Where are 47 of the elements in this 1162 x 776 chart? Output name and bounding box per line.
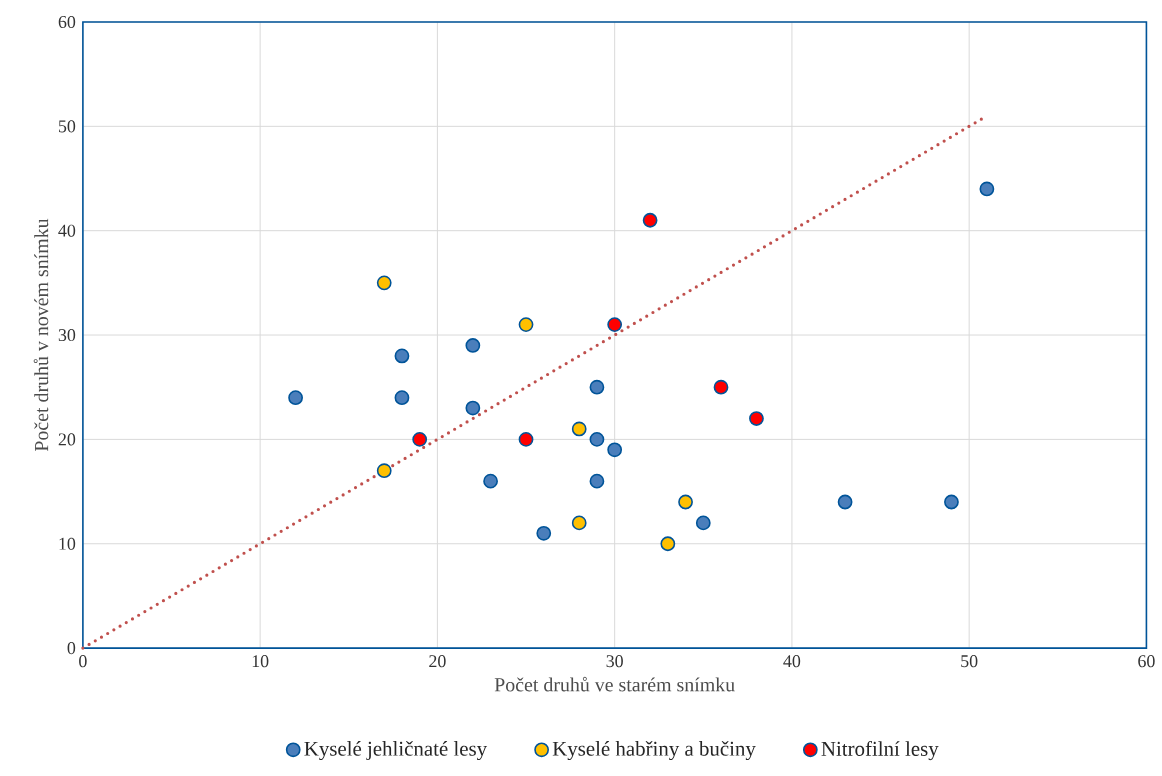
y-tick-label: 10 bbox=[59, 537, 76, 550]
point bbox=[394, 390, 410, 406]
point bbox=[837, 494, 853, 510]
point bbox=[713, 379, 729, 395]
x-tick-label: 0 bbox=[79, 655, 87, 668]
x-tick-label: 10 bbox=[252, 655, 269, 668]
x-tick-label: 30 bbox=[606, 655, 623, 668]
point bbox=[518, 317, 534, 333]
x-tick-label: 50 bbox=[961, 655, 978, 668]
y-axis-title: Počet druhů v novém snímku bbox=[33, 218, 49, 452]
y-tick-label: 60 bbox=[58, 15, 76, 29]
y-tick-label: 20 bbox=[58, 433, 76, 446]
y-tick-label: 30 bbox=[58, 329, 76, 342]
point bbox=[944, 494, 959, 510]
x-tick-label: 60 bbox=[1138, 655, 1155, 668]
point bbox=[642, 212, 658, 228]
point bbox=[394, 348, 410, 364]
point bbox=[678, 494, 693, 510]
point bbox=[412, 432, 428, 447]
point bbox=[571, 421, 587, 437]
legend-label: Kyselé jehličnaté lesy bbox=[304, 741, 488, 761]
point bbox=[589, 432, 605, 447]
x-tick-label: 20 bbox=[429, 655, 446, 668]
point bbox=[571, 515, 587, 531]
legend-label: Kyselé habřiny a bučiny bbox=[552, 741, 756, 761]
point bbox=[749, 411, 764, 426]
point bbox=[695, 515, 711, 531]
point bbox=[483, 473, 498, 489]
y-tick-label: 40 bbox=[58, 224, 76, 237]
point bbox=[465, 338, 481, 353]
point bbox=[660, 536, 676, 552]
y-tick-label: 0 bbox=[67, 642, 76, 655]
point bbox=[376, 463, 392, 479]
point bbox=[589, 379, 605, 395]
point bbox=[979, 181, 995, 197]
legend-label: Nitrofilní lesy bbox=[821, 741, 939, 761]
y-tick-label: 50 bbox=[58, 120, 76, 133]
point bbox=[465, 400, 481, 416]
x-axis-title: Počet druhů ve starém snímku bbox=[494, 676, 735, 692]
point bbox=[518, 432, 534, 447]
point bbox=[589, 473, 605, 489]
point bbox=[607, 442, 623, 458]
point bbox=[288, 390, 303, 406]
x-tick-label: 40 bbox=[783, 655, 801, 668]
point bbox=[607, 317, 623, 333]
point bbox=[536, 525, 552, 541]
point bbox=[376, 275, 392, 291]
